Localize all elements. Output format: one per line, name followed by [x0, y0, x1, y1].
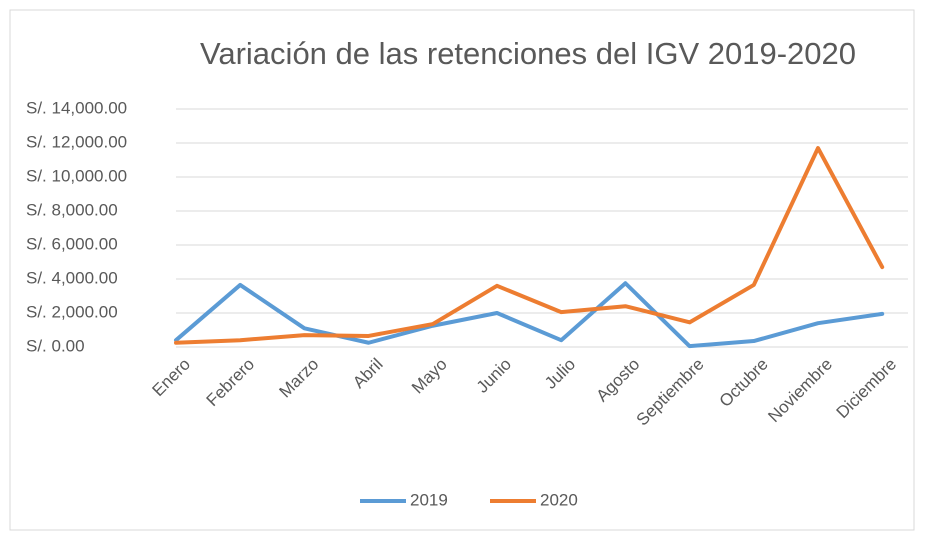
chart-frame — [9, 9, 915, 531]
legend-label: 2019 — [410, 490, 448, 509]
y-tick-label: S/. 6,000.00 — [26, 234, 118, 253]
chart-title: Variación de las retenciones del IGV 201… — [200, 36, 856, 71]
y-tick-label: S/. 12,000.00 — [26, 132, 127, 151]
series-line — [174, 146, 885, 345]
y-tick-label: S/. 4,000.00 — [26, 268, 118, 287]
y-tick-label: S/. 14,000.00 — [26, 98, 127, 117]
y-tick-label: S/. 2,000.00 — [26, 302, 118, 321]
y-tick-label: S/. 10,000.00 — [26, 166, 127, 185]
y-tick-label: S/. 8,000.00 — [26, 200, 118, 219]
legend-label: 2020 — [540, 490, 578, 509]
y-tick-label: S/. 0.00 — [26, 336, 85, 355]
series-line — [174, 281, 885, 349]
